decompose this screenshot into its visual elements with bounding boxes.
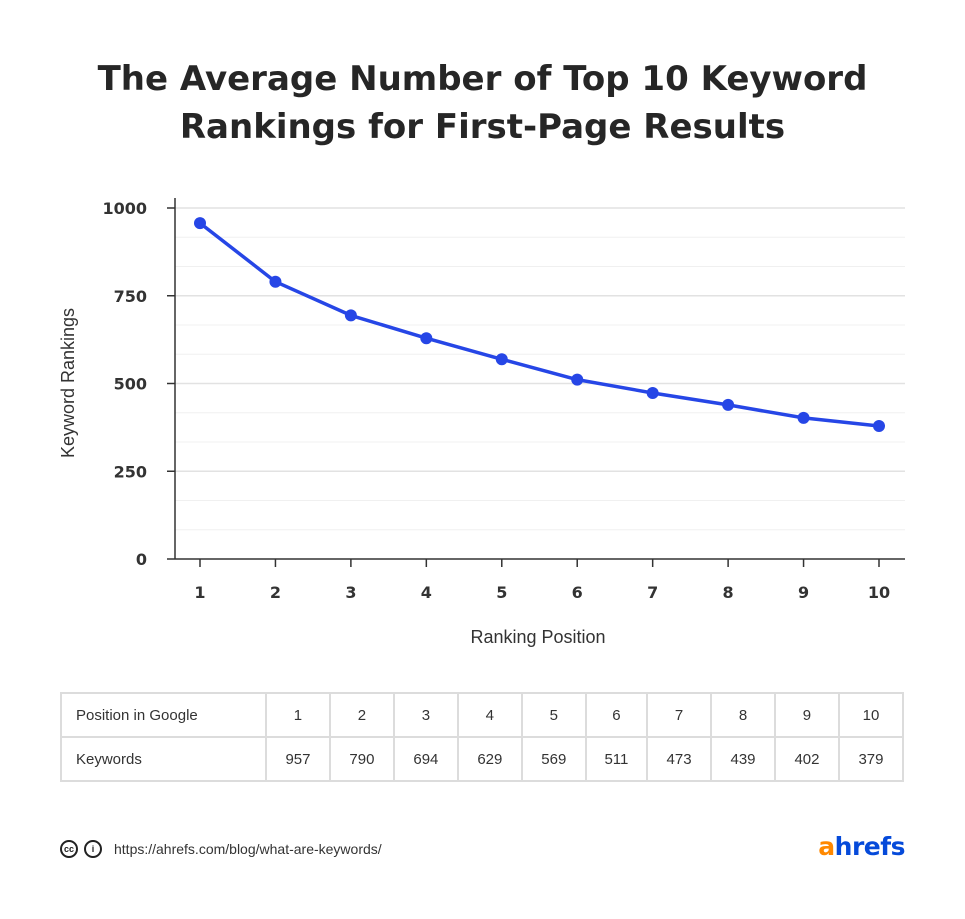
- x-tick-label: 1: [194, 583, 205, 602]
- y-tick-label: 1000: [102, 199, 147, 218]
- table-cell: 2: [328, 692, 395, 738]
- attribution-icon: i: [84, 840, 102, 858]
- table-row: Keywords 957 790 694 629 569 511 473 439 402 379: [60, 736, 905, 782]
- table-cell: 694: [392, 736, 459, 782]
- source-url[interactable]: https://ahrefs.com/blog/what-are-keyword…: [114, 841, 382, 857]
- y-tick-label: 750: [114, 287, 147, 306]
- cc-icon: cc: [60, 840, 78, 858]
- table-row-label: Keywords: [60, 736, 267, 782]
- ahrefs-logo: ahrefs: [818, 832, 905, 861]
- x-tick-label: 5: [496, 583, 507, 602]
- table-cell: 9: [774, 692, 840, 738]
- data-point: [495, 353, 508, 366]
- y-tick-label: 250: [114, 462, 147, 481]
- table-cell: 8: [710, 692, 776, 738]
- table-cell: 4: [456, 692, 523, 738]
- chart-title: The Average Number of Top 10 Keyword Ran…: [0, 55, 965, 151]
- data-point: [797, 411, 810, 424]
- table-cell: 6: [584, 692, 649, 738]
- table-cell: 473: [646, 736, 713, 782]
- table-cell: 790: [328, 736, 395, 782]
- table-cell: 7: [646, 692, 713, 738]
- data-point: [269, 275, 282, 288]
- series-line: [198, 221, 880, 428]
- x-tick-label: 8: [723, 583, 734, 602]
- x-tick-label: 4: [421, 583, 432, 602]
- table-cell: 379: [837, 736, 905, 782]
- table-cell: 629: [456, 736, 523, 782]
- data-point: [194, 217, 206, 230]
- x-tick-label: 2: [270, 583, 281, 602]
- table-row: Position in Google 1 2 3 4 5 6 7 8 9 10: [60, 692, 905, 738]
- table-cell: 1: [265, 692, 331, 738]
- table-cell: 569: [520, 736, 587, 782]
- chart-title-line-1: The Average Number of Top 10 Keyword: [97, 59, 868, 99]
- logo-a: a: [818, 832, 835, 861]
- x-tick-label: 10: [868, 583, 890, 602]
- y-axis-label: Keyword Rankings: [58, 308, 78, 458]
- table-cell: 957: [265, 736, 331, 782]
- data-point: [722, 398, 735, 411]
- license-footer: cc i https://ahrefs.com/blog/what-are-ke…: [60, 838, 382, 860]
- table-cell: 5: [520, 692, 587, 738]
- y-tick-label: 500: [114, 375, 147, 394]
- x-axis-label: Ranking Position: [470, 627, 605, 647]
- line-chart: 0 250 500 750 1000 1 2 3 4 5 6 7 8 9 10 Ranking Positio…: [58, 198, 905, 647]
- data-table: Position in Google 1 2 3 4 5 6 7 8 9 10 Keywords 957…: [60, 692, 905, 782]
- data-point: [571, 373, 584, 386]
- x-tick-label: 9: [798, 583, 809, 602]
- table-cell: 439: [710, 736, 776, 782]
- data-point: [873, 419, 885, 432]
- table-cell: 402: [774, 736, 840, 782]
- x-tick-label: 3: [345, 583, 356, 602]
- table-cell: 3: [392, 692, 459, 738]
- table-row-label: Position in Google: [60, 692, 267, 738]
- data-point: [420, 332, 433, 345]
- chart-title-line-2: Rankings for First-Page Results: [179, 107, 786, 147]
- x-tick-label: 6: [572, 583, 583, 602]
- x-tick-label: 7: [647, 583, 658, 602]
- table-cell: 10: [837, 692, 905, 738]
- table-cell: 511: [584, 736, 649, 782]
- data-point: [646, 386, 659, 399]
- logo-rest: hrefs: [834, 832, 906, 861]
- data-point: [344, 309, 357, 322]
- y-tick-label: 0: [136, 550, 147, 569]
